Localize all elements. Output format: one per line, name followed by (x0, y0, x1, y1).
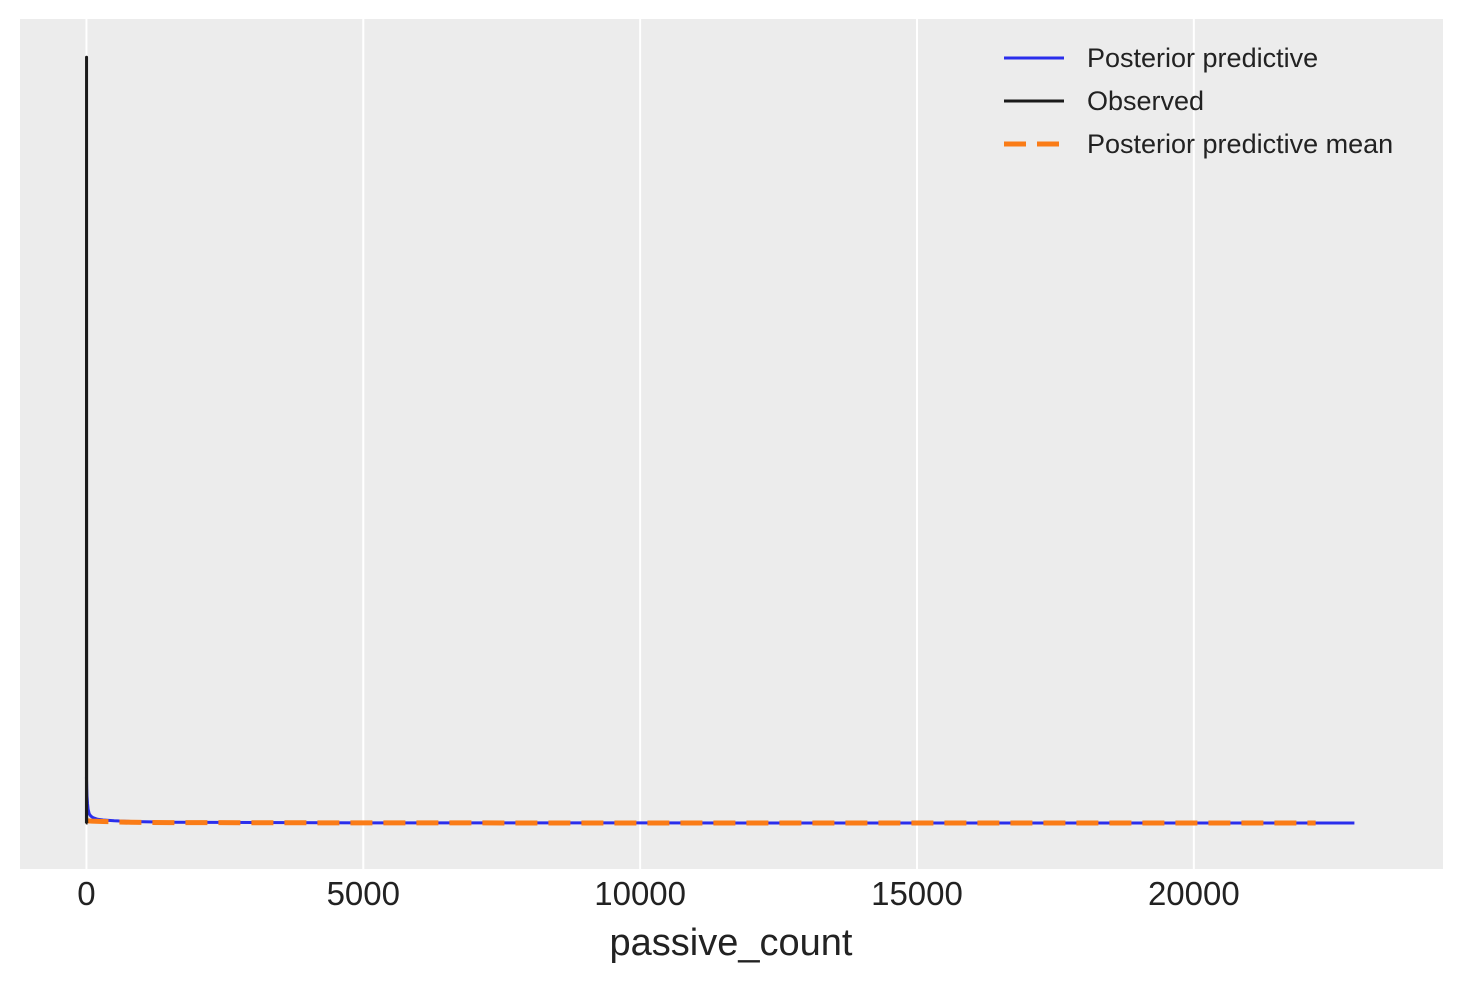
x-axis-ticks: 0 5000 10000 15000 20000 (77, 875, 1239, 912)
legend-label: Posterior predictive (1087, 43, 1318, 73)
legend-label: Posterior predictive mean (1087, 129, 1393, 159)
x-axis-label: passive_count (610, 922, 853, 964)
series-layer (84, 55, 1355, 826)
x-tick-label: 0 (77, 875, 95, 912)
x-tick-label: 10000 (594, 875, 686, 912)
plot-background (20, 19, 1443, 869)
x-tick-label: 15000 (871, 875, 963, 912)
x-tick-label: 20000 (1148, 875, 1240, 912)
legend: Posterior predictive Observed Posterior pr… (1004, 43, 1393, 159)
x-tick-label: 5000 (327, 875, 400, 912)
legend-label: Observed (1087, 86, 1204, 116)
series-line-posterior-predictive-mean (86, 818, 1316, 826)
series-line-observed (84, 55, 89, 825)
